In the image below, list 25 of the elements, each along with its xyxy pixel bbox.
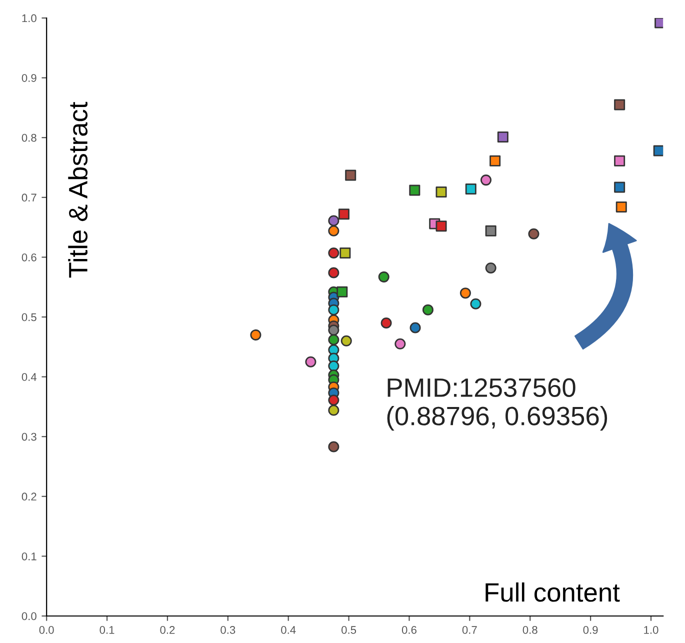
y-tick-label: 0.7 <box>22 194 36 202</box>
y-tick-label: 0.1 <box>22 552 36 560</box>
x-tick-label: 0.5 <box>342 626 356 634</box>
x-tick-label: 0.1 <box>100 626 114 634</box>
x-tick-label: 0.3 <box>220 626 236 634</box>
y-tick-label: 0.3 <box>22 432 36 441</box>
x-tick-label: 0.4 <box>281 626 296 634</box>
y-tick-label: 0.2 <box>22 492 36 501</box>
y-tick-label: 0.0 <box>22 612 36 620</box>
y-tick-label: 1.0 <box>22 14 36 22</box>
x-axis-title: Full content <box>486 582 620 602</box>
x-tick-label: 0.8 <box>522 626 538 634</box>
y-axis-title: Title & Abstract <box>68 102 88 278</box>
y-tick-label: 0.9 <box>22 74 36 82</box>
y-tick-label: 0.6 <box>22 253 36 262</box>
y-tick-label: 0.8 <box>22 134 36 142</box>
x-tick-label: 1.0 <box>644 626 658 634</box>
x-tick-label: 0.6 <box>402 626 416 634</box>
y-tick-label: 0.5 <box>22 313 36 322</box>
x-tick-label: 0.7 <box>462 626 477 634</box>
x-tick-label: 0.9 <box>583 626 598 634</box>
y-tick-label: 0.4 <box>22 373 37 381</box>
x-tick-label: 0.2 <box>160 626 175 634</box>
annotation: PMID:12537560 (0.88796, 0.69356) <box>387 378 608 431</box>
x-tick-label: 0.0 <box>39 626 54 634</box>
